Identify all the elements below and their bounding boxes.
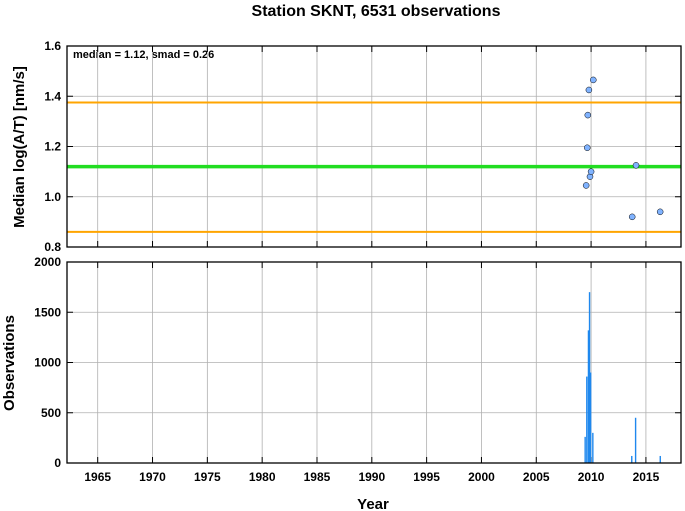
data-point bbox=[628, 213, 636, 221]
top-y-tick-label: 1.0 bbox=[44, 190, 61, 204]
observation-bar bbox=[588, 292, 591, 463]
top-y-tick-label: 1.6 bbox=[44, 39, 61, 53]
x-tick-label: 2015 bbox=[633, 470, 660, 484]
bottom-y-tick-label: 0 bbox=[54, 456, 61, 470]
x-tick-label: 2000 bbox=[468, 470, 495, 484]
x-tick-label: 1970 bbox=[139, 470, 166, 484]
top-y-axis-label: Median log(A/T) [nm/s] bbox=[11, 66, 28, 228]
observation-bar bbox=[584, 436, 586, 463]
bottom-y-tick-label: 2000 bbox=[34, 255, 61, 269]
x-tick-label: 2005 bbox=[523, 470, 550, 484]
observation-bar bbox=[631, 455, 633, 463]
bottom-y-tick-label: 1500 bbox=[34, 305, 61, 319]
chart-title: Station SKNT, 6531 observations bbox=[252, 3, 501, 20]
top-y-tick-label: 0.8 bbox=[44, 240, 61, 254]
top-y-tick-label: 1.4 bbox=[44, 89, 61, 103]
data-point bbox=[656, 208, 664, 216]
data-point bbox=[584, 144, 591, 152]
data-point bbox=[584, 111, 592, 119]
bottom-plot-frame bbox=[66, 261, 682, 464]
bottom-y-tick-label: 1000 bbox=[34, 356, 61, 370]
observation-bar bbox=[586, 376, 588, 463]
data-point bbox=[590, 76, 597, 84]
observation-bar bbox=[634, 417, 637, 463]
data-point bbox=[582, 182, 590, 189]
x-tick-label: 1995 bbox=[413, 470, 440, 484]
median-annotation: median = 1.12, smad = 0.26 bbox=[73, 49, 214, 61]
x-axis-label: Year bbox=[357, 496, 389, 511]
x-tick-label: 1985 bbox=[304, 470, 331, 484]
top-y-tick-label: 1.2 bbox=[44, 140, 61, 154]
x-tick-label: 1965 bbox=[84, 470, 111, 484]
observation-bar bbox=[592, 432, 594, 463]
top-plot-frame bbox=[66, 45, 682, 248]
bottom-y-tick-label: 500 bbox=[41, 406, 61, 420]
x-tick-label: 2010 bbox=[578, 470, 605, 484]
observation-bar bbox=[587, 330, 590, 463]
data-point bbox=[632, 162, 640, 169]
x-tick-label: 1975 bbox=[194, 470, 221, 484]
observation-bar bbox=[659, 455, 661, 463]
data-point bbox=[585, 86, 593, 94]
x-tick-label: 1990 bbox=[358, 470, 385, 484]
observation-bar bbox=[589, 372, 592, 463]
bottom-y-axis-label: Observations bbox=[1, 315, 18, 411]
data-point bbox=[587, 168, 595, 175]
x-tick-label: 1980 bbox=[249, 470, 276, 484]
